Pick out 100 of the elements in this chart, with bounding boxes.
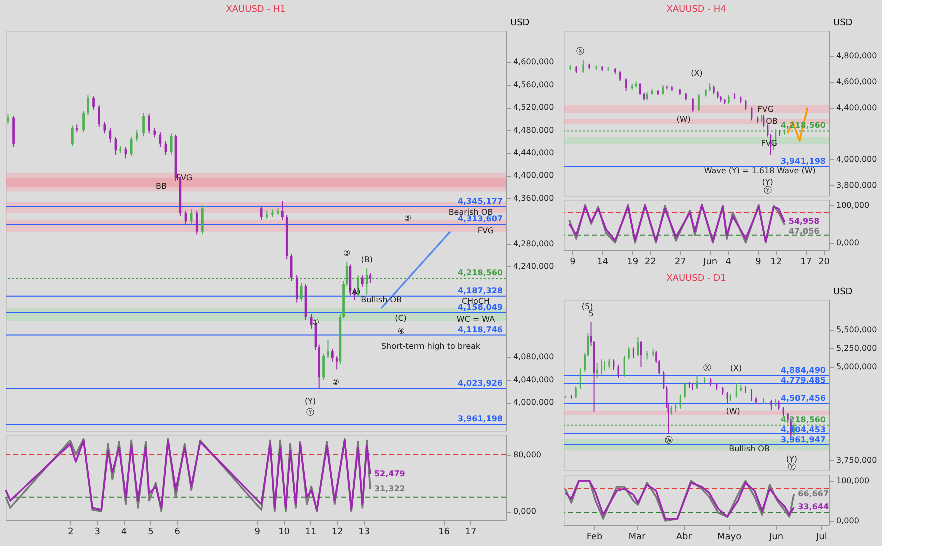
data-label: 31,322 bbox=[374, 484, 406, 494]
annotation: (Y) bbox=[762, 178, 774, 187]
x-tick-label: 17 bbox=[800, 258, 812, 268]
data-label: 66,667 bbox=[798, 489, 830, 498]
candlestick bbox=[684, 382, 686, 399]
y-tick-label: 4,600,000 bbox=[514, 58, 554, 67]
y-tick-label: 4,000,000 bbox=[836, 154, 878, 164]
x-tick-label: 9 bbox=[756, 258, 762, 268]
x-tick-label: 3 bbox=[94, 528, 100, 538]
candlestick bbox=[282, 200, 284, 220]
candlestick bbox=[332, 348, 334, 362]
candlestick bbox=[770, 399, 772, 411]
candlestick bbox=[624, 355, 626, 378]
y-tick-label: 4,040,000 bbox=[514, 375, 554, 384]
x-tick-label: 27 bbox=[674, 258, 686, 268]
annotation: Ⓨ bbox=[306, 408, 314, 417]
candlestick bbox=[202, 205, 204, 235]
y-tick-label: 100,000 bbox=[836, 200, 870, 210]
candlestick bbox=[154, 128, 156, 138]
annotation: Ⓦ bbox=[665, 436, 674, 446]
annotation: ① bbox=[312, 318, 320, 327]
candlestick bbox=[637, 336, 639, 358]
y-tick-label: 4,560,000 bbox=[514, 80, 554, 90]
y-tick-label: 4,480,000 bbox=[514, 126, 554, 135]
annotation: BB bbox=[156, 182, 167, 191]
x-tick-label: Mar bbox=[628, 532, 646, 542]
ref-line-label: 4,023,926 bbox=[458, 379, 504, 388]
y-tick-label: 80,000 bbox=[514, 450, 542, 460]
ref-line-label: 4,779,485 bbox=[780, 376, 826, 385]
annotation: (Y) bbox=[786, 454, 798, 464]
ref-line-label: 4,345,177 bbox=[458, 196, 503, 206]
data-label: 47,056 bbox=[788, 227, 820, 236]
chart-title: XAUUSD - H4 bbox=[666, 5, 727, 15]
candlestick bbox=[736, 383, 738, 398]
x-tick-label: 5 bbox=[148, 528, 154, 538]
data-label: 52,479 bbox=[374, 469, 406, 478]
annotation: FVG bbox=[758, 105, 774, 114]
candlestick bbox=[366, 268, 368, 296]
y-axis-title: USD bbox=[834, 18, 853, 28]
ref-line-label: 4,118,746 bbox=[458, 325, 504, 334]
x-tick-label: 12 bbox=[332, 528, 344, 538]
y-tick-label: 5,250,000 bbox=[836, 344, 878, 353]
annotation: (W) bbox=[726, 407, 740, 416]
ref-line-label: 4,507,456 bbox=[780, 394, 826, 403]
annotation: Bullish OB bbox=[729, 444, 770, 454]
annotation: (Y) bbox=[304, 397, 316, 406]
x-tick-label: 12 bbox=[770, 258, 782, 268]
ref-line-label: 4,218,560 bbox=[458, 268, 504, 278]
y-tick-label: 4,600,000 bbox=[836, 77, 878, 86]
annotation: Bearish OB bbox=[448, 208, 494, 217]
x-tick-label: 9 bbox=[570, 258, 576, 268]
x-tick-label: 20 bbox=[818, 258, 830, 268]
x-tick-label: Abr bbox=[676, 532, 692, 542]
annotation: ⑤ bbox=[404, 214, 412, 223]
annotation: (X) bbox=[730, 364, 742, 373]
candlestick bbox=[596, 362, 598, 379]
data-label: 33,644 bbox=[798, 502, 830, 512]
x-tick-label: 22 bbox=[645, 258, 656, 268]
annotation: OB bbox=[766, 117, 778, 126]
candlestick bbox=[336, 356, 338, 370]
candlestick bbox=[148, 114, 150, 134]
y-tick-label: 0,000 bbox=[836, 238, 860, 248]
annotation: ④ bbox=[398, 326, 406, 336]
annotation: FVG bbox=[176, 174, 193, 183]
annotation: Short-term high to break bbox=[381, 342, 481, 351]
candlestick bbox=[72, 125, 74, 147]
x-tick-label: 4 bbox=[121, 528, 128, 538]
y-tick-label: 100,000 bbox=[836, 476, 870, 486]
ref-line-label: 4,313,607 bbox=[458, 214, 503, 224]
candlestick bbox=[628, 346, 630, 360]
x-tick-label: 4 bbox=[726, 258, 732, 268]
annotation: Bullish OB bbox=[361, 295, 402, 304]
y-axis-title: USD bbox=[834, 288, 853, 298]
x-tick-label: 9 bbox=[254, 528, 261, 538]
candlestick bbox=[613, 359, 615, 371]
candlestick bbox=[575, 386, 577, 399]
candlestick bbox=[196, 210, 198, 236]
x-tick-label: 14 bbox=[597, 258, 609, 268]
data-label: 54,958 bbox=[788, 217, 820, 226]
annotation: 5 bbox=[588, 309, 594, 318]
x-tick-label: 2 bbox=[68, 528, 74, 538]
candlestick bbox=[778, 400, 780, 411]
annotation: Ⓧ bbox=[703, 364, 712, 373]
y-tick-label: 4,800,000 bbox=[836, 52, 878, 61]
candlestick bbox=[680, 394, 682, 410]
annotation: Ⓨ bbox=[764, 186, 772, 196]
candlestick bbox=[608, 358, 610, 370]
candlestick bbox=[362, 275, 364, 288]
annotation: (5) bbox=[582, 302, 594, 312]
annotation: Ⓧ bbox=[576, 46, 585, 56]
candlestick bbox=[7, 114, 10, 126]
x-tick-label: 13 bbox=[358, 528, 370, 538]
candlestick bbox=[92, 96, 95, 110]
candlestick bbox=[580, 368, 582, 390]
candlestick bbox=[604, 360, 606, 372]
ref-line-label: 3,941,198 bbox=[780, 157, 826, 166]
annotation: ② bbox=[332, 378, 340, 387]
annotation: (B) bbox=[361, 256, 373, 265]
candlestick bbox=[327, 340, 330, 359]
candlestick bbox=[136, 130, 138, 142]
